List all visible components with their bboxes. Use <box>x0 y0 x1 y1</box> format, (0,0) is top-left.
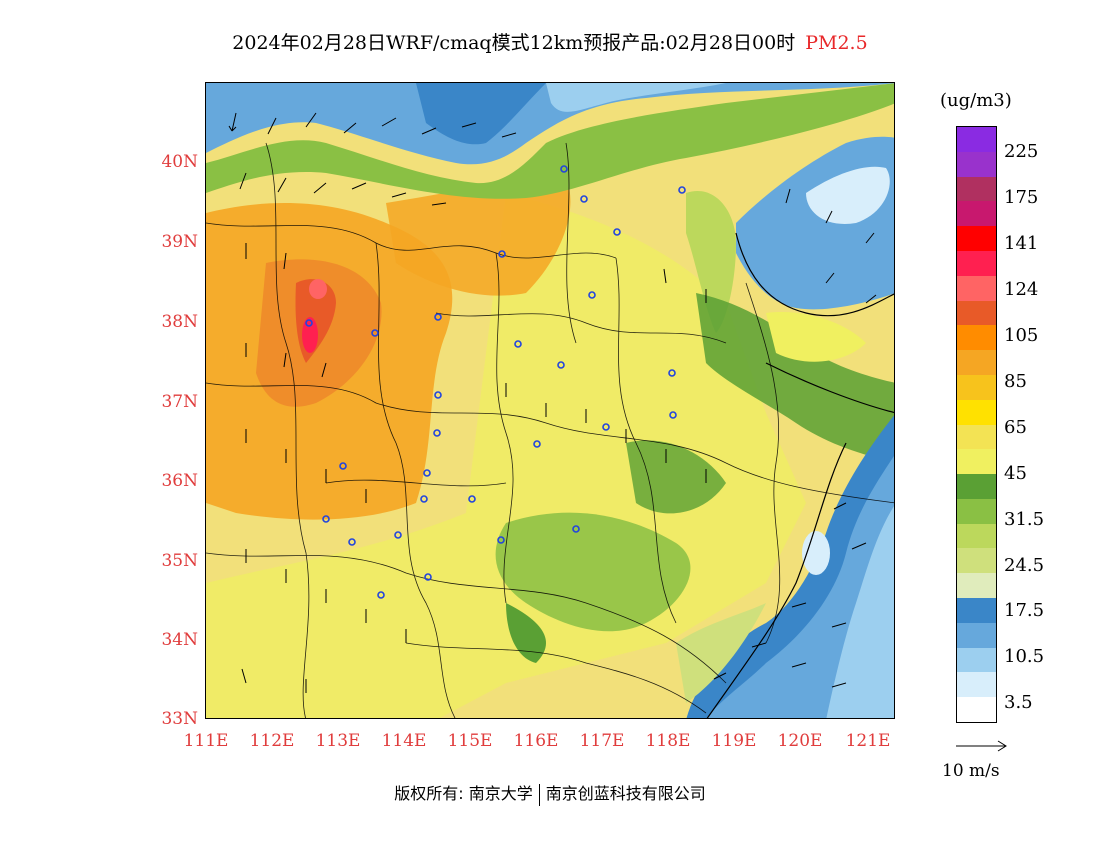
colorbar-segment <box>957 598 996 624</box>
lat-label: 33N <box>161 709 198 729</box>
org-chuanglan: 南京创蓝科技有限公司 <box>545 784 706 803</box>
colorbar-segment <box>957 300 996 326</box>
legend-unit: (ug/m3) <box>940 90 1012 111</box>
colorbar-segment <box>957 275 996 302</box>
colorbar-segment <box>957 573 996 599</box>
title-species: PM2.5 <box>805 32 868 54</box>
legend-label: 124 <box>1004 279 1039 300</box>
lon-label: 120E <box>777 731 823 751</box>
wind-reference-label: 10 m/s <box>942 761 1000 781</box>
colorbar-segment <box>957 399 996 425</box>
legend-label: 31.5 <box>1004 509 1045 530</box>
copyright-label: 版权所有: <box>394 784 464 803</box>
colorbar-segment <box>957 647 996 673</box>
lon-label: 119E <box>711 731 757 751</box>
colorbar-segment <box>957 498 996 525</box>
legend-label: 3.5 <box>1004 692 1033 713</box>
chart-title: 2024年02月28日WRF/cmaq模式12km预报产品:02月28日00时 P… <box>0 28 1100 55</box>
colorbar-segment <box>957 449 996 475</box>
legend-label: 65 <box>1004 417 1027 438</box>
colorbar <box>956 126 997 723</box>
colorbar-segment <box>957 697 996 723</box>
lon-label: 116E <box>513 731 559 751</box>
colorbar-segment <box>957 548 996 574</box>
lat-label: 34N <box>161 630 198 650</box>
legend-label: 85 <box>1004 371 1027 392</box>
colorbar-segment <box>957 151 996 178</box>
org-nanjing-university: 南京大学 <box>468 784 533 803</box>
colorbar-segment <box>957 622 996 649</box>
colorbar-segment <box>957 374 996 401</box>
colorbar-segment <box>957 350 996 376</box>
copyright-footer: 版权所有: 南京大学 南京创蓝科技有限公司 <box>0 780 1100 806</box>
lat-label: 39N <box>161 232 198 252</box>
lat-label: 38N <box>161 312 198 332</box>
legend-label: 105 <box>1004 325 1039 346</box>
colorbar-segment <box>957 127 996 153</box>
lat-label: 35N <box>161 551 198 571</box>
lon-label: 118E <box>645 731 691 751</box>
legend-label: 17.5 <box>1004 600 1045 621</box>
legend-label: 175 <box>1004 187 1039 208</box>
legend-label: 225 <box>1004 141 1039 162</box>
colorbar-segment <box>957 672 996 698</box>
colorbar-segment <box>957 250 996 277</box>
colorbar-segment <box>957 201 996 227</box>
lon-label: 115E <box>447 731 493 751</box>
lon-label: 112E <box>249 731 295 751</box>
colorbar-segment <box>957 424 996 450</box>
legend-label: 141 <box>1004 233 1039 254</box>
lon-label: 117E <box>579 731 625 751</box>
lat-label: 36N <box>161 471 198 491</box>
lon-label: 121E <box>845 731 891 751</box>
wind-reference-arrow-icon <box>956 740 1007 752</box>
lon-label: 114E <box>381 731 427 751</box>
colorbar-segment <box>957 523 996 549</box>
legend-label: 24.5 <box>1004 555 1045 576</box>
title-main: 2024年02月28日WRF/cmaq模式12km预报产品:02月28日00时 <box>232 32 796 54</box>
lat-label: 37N <box>161 392 198 412</box>
legend-label: 10.5 <box>1004 646 1045 667</box>
colorbar-segment <box>957 176 996 202</box>
lon-label: 111E <box>183 731 229 751</box>
colorbar-segment <box>957 474 996 500</box>
pm25-concentration-map <box>205 82 895 719</box>
footer-separator <box>538 783 540 806</box>
legend-label: 45 <box>1004 463 1027 484</box>
colorbar-segment <box>957 325 996 351</box>
lon-label: 113E <box>315 731 361 751</box>
lat-label: 40N <box>161 152 198 172</box>
colorbar-segment <box>957 226 996 252</box>
